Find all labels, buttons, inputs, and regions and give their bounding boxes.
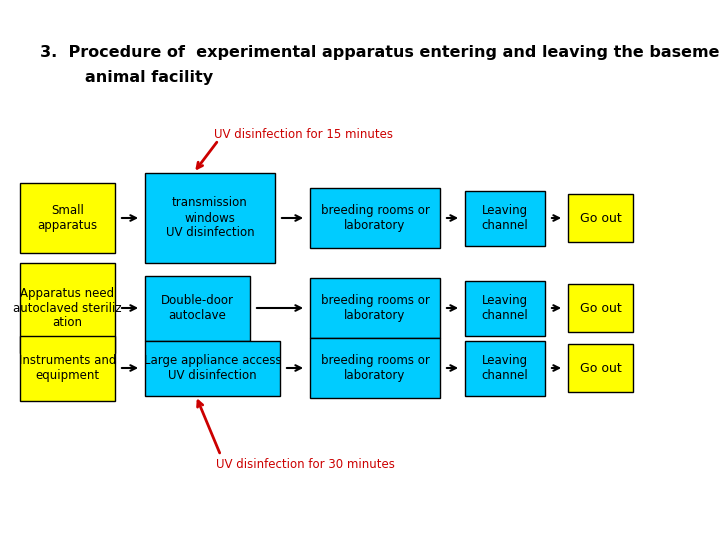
FancyBboxPatch shape [568, 344, 633, 392]
FancyBboxPatch shape [310, 278, 440, 338]
FancyBboxPatch shape [465, 191, 545, 246]
Text: Go out: Go out [580, 361, 621, 375]
FancyBboxPatch shape [568, 194, 633, 242]
Text: Go out: Go out [580, 212, 621, 225]
Text: UV disinfection for 15 minutes: UV disinfection for 15 minutes [214, 128, 392, 141]
Text: UV disinfection for 30 minutes: UV disinfection for 30 minutes [216, 457, 395, 470]
Text: Leaving
channel: Leaving channel [482, 354, 528, 382]
FancyBboxPatch shape [465, 341, 545, 395]
Text: animal facility: animal facility [40, 70, 213, 85]
Text: Instruments and
equipment: Instruments and equipment [19, 354, 116, 382]
FancyBboxPatch shape [145, 341, 280, 395]
FancyBboxPatch shape [310, 338, 440, 398]
Text: Leaving
channel: Leaving channel [482, 294, 528, 322]
FancyBboxPatch shape [20, 335, 115, 401]
FancyBboxPatch shape [20, 263, 115, 353]
Text: Small
apparatus: Small apparatus [37, 204, 98, 232]
Text: 3.  Procedure of  experimental apparatus entering and leaving the basement: 3. Procedure of experimental apparatus e… [40, 45, 720, 60]
FancyBboxPatch shape [145, 173, 275, 263]
Text: Double-door
autoclave: Double-door autoclave [161, 294, 234, 322]
Text: transmission
windows
UV disinfection: transmission windows UV disinfection [166, 197, 254, 240]
Text: Leaving
channel: Leaving channel [482, 204, 528, 232]
Text: breeding rooms or
laboratory: breeding rooms or laboratory [320, 204, 429, 232]
FancyBboxPatch shape [20, 183, 115, 253]
Text: Apparatus need
autoclaved steriliz
ation: Apparatus need autoclaved steriliz ation [13, 287, 122, 329]
Text: Large appliance access
UV disinfection: Large appliance access UV disinfection [144, 354, 282, 382]
Text: breeding rooms or
laboratory: breeding rooms or laboratory [320, 354, 429, 382]
FancyBboxPatch shape [145, 275, 250, 341]
Text: breeding rooms or
laboratory: breeding rooms or laboratory [320, 294, 429, 322]
FancyBboxPatch shape [310, 188, 440, 248]
FancyBboxPatch shape [568, 284, 633, 332]
FancyBboxPatch shape [465, 280, 545, 335]
Text: Go out: Go out [580, 301, 621, 314]
